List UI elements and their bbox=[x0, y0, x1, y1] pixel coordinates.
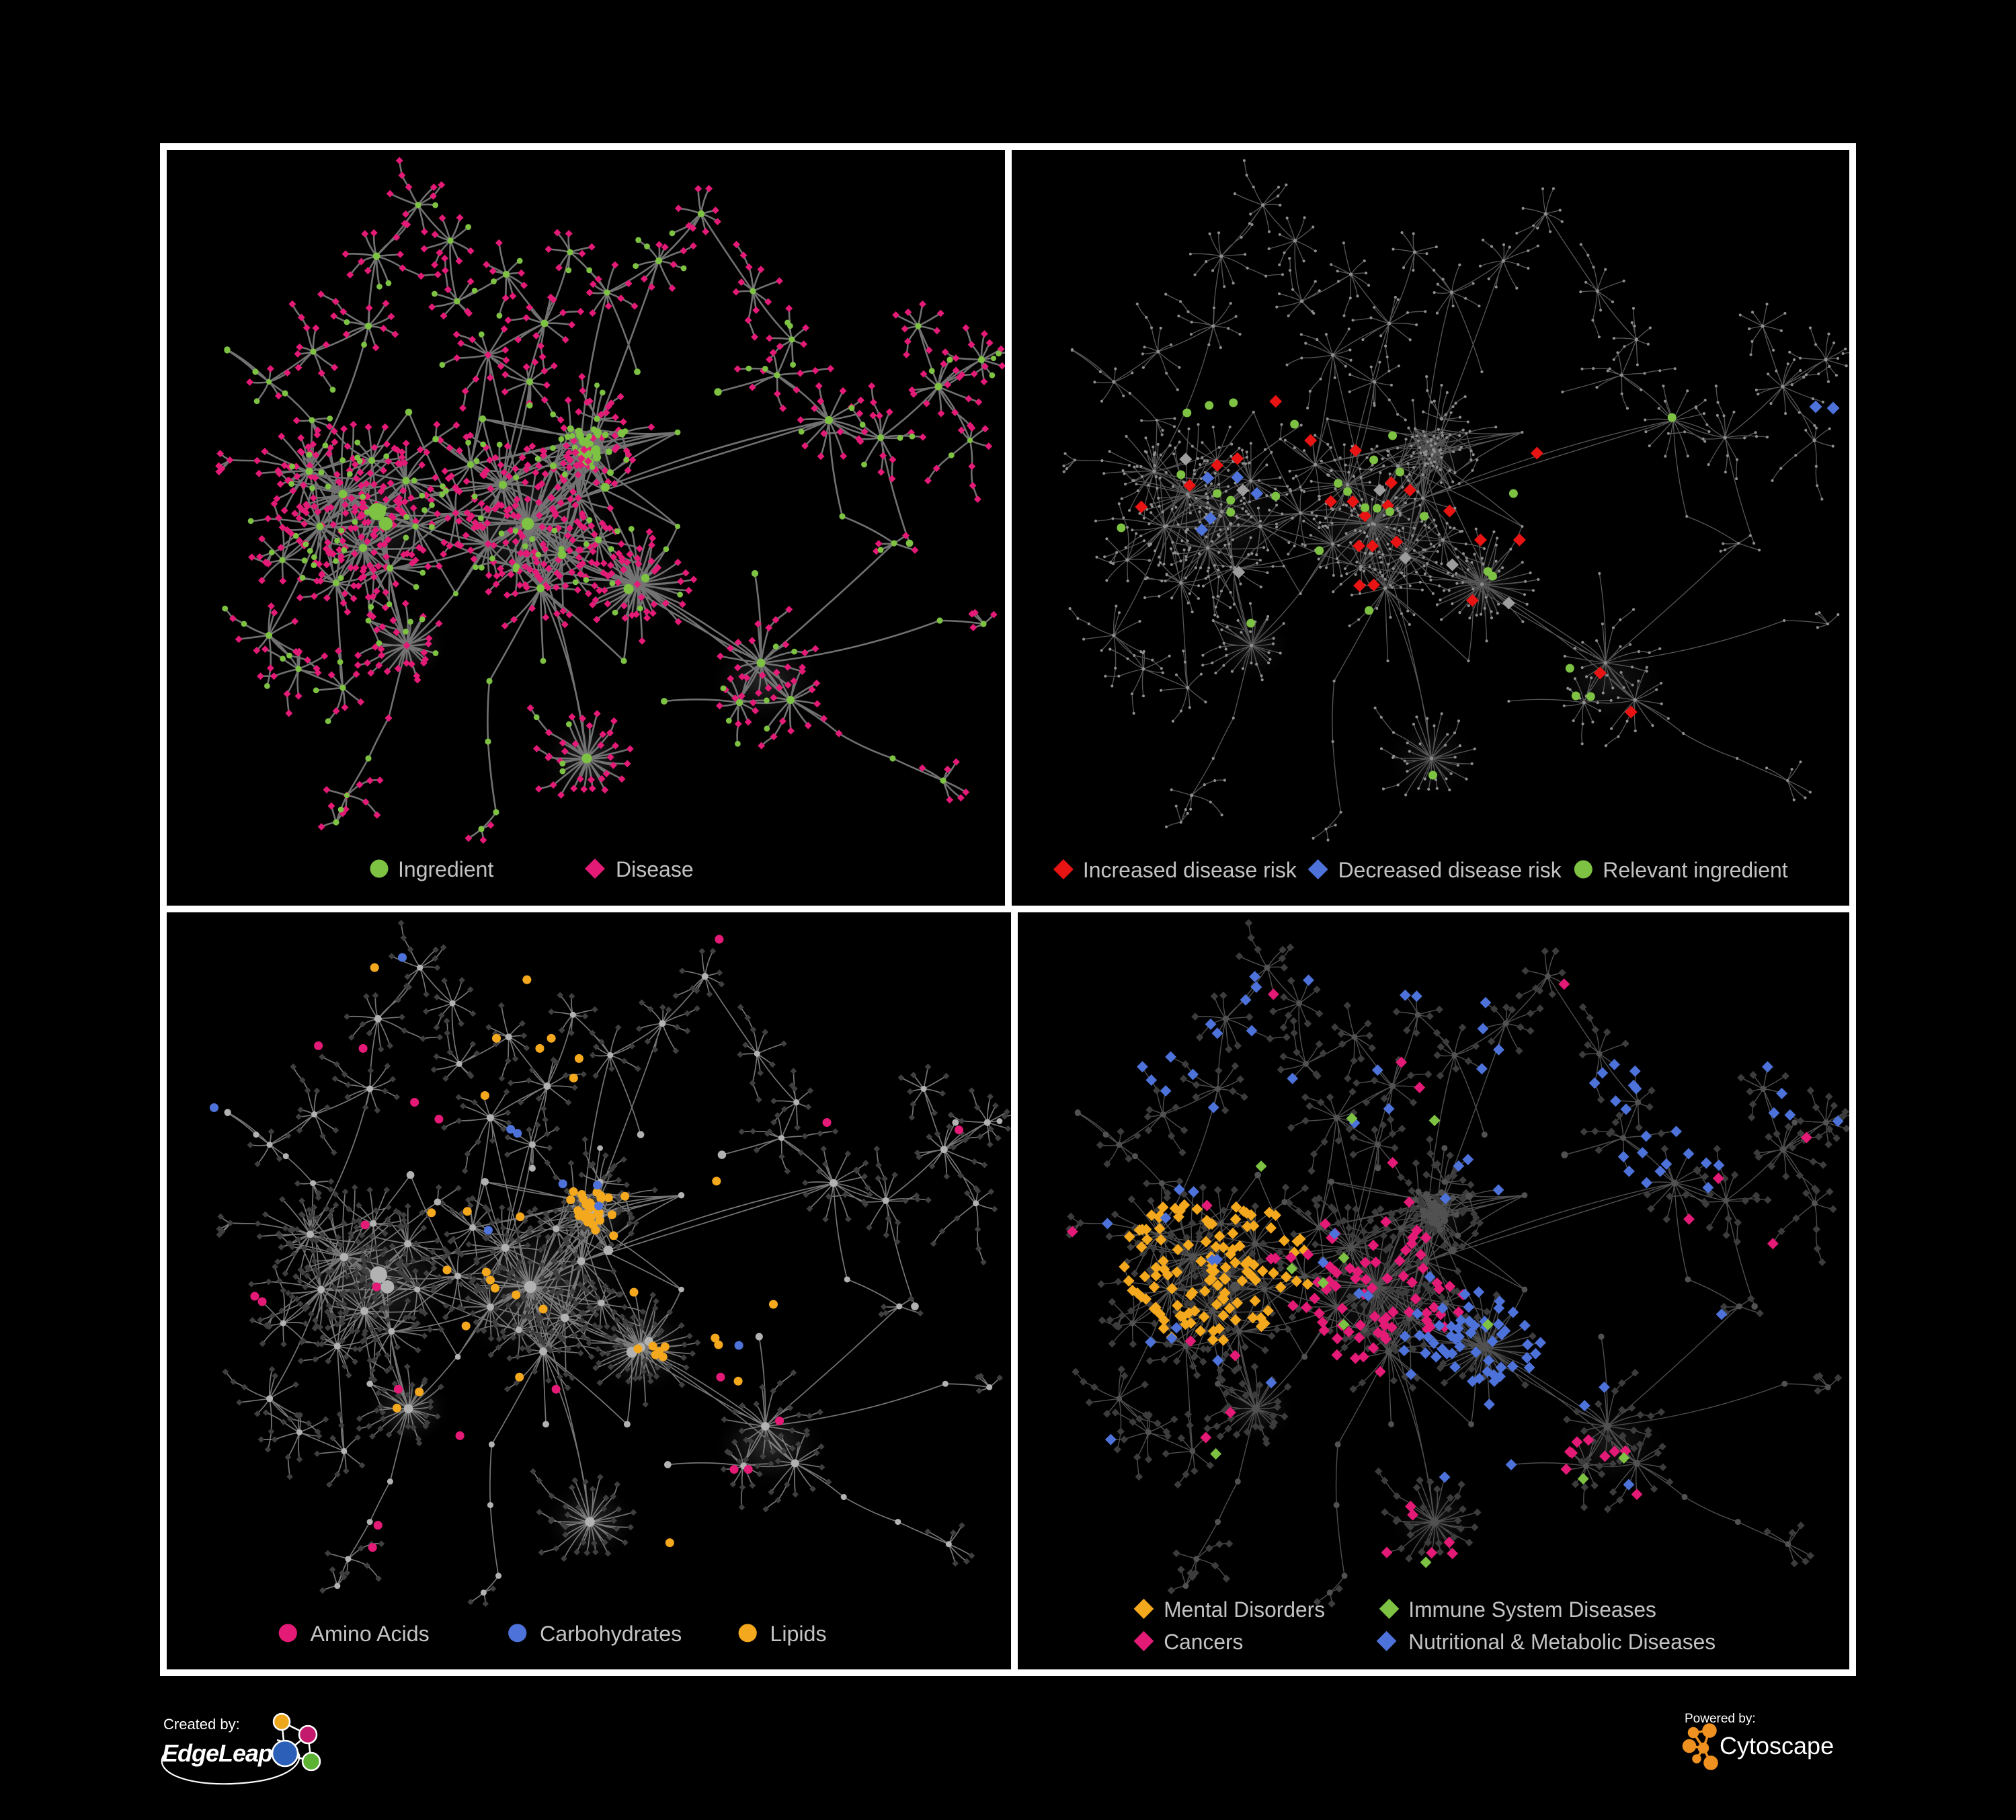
svg-text:Created by:: Created by: bbox=[163, 1716, 240, 1733]
svg-text:Nutritional & Metabolic Diseas: Nutritional & Metabolic Diseases bbox=[1408, 1630, 1716, 1654]
svg-text:Amino Acids: Amino Acids bbox=[311, 1622, 430, 1646]
svg-text:Immune System Diseases: Immune System Diseases bbox=[1408, 1597, 1656, 1622]
svg-text:Cancers: Cancers bbox=[1164, 1630, 1243, 1654]
svg-text:Relevant ingredient: Relevant ingredient bbox=[1603, 858, 1787, 882]
svg-text:Cytoscape: Cytoscape bbox=[1720, 1732, 1834, 1759]
svg-text:Increased disease risk: Increased disease risk bbox=[1083, 858, 1297, 882]
svg-text:Ingredient: Ingredient bbox=[398, 857, 493, 881]
svg-text:Carbohydrates: Carbohydrates bbox=[540, 1622, 682, 1646]
svg-text:EdgeLeap: EdgeLeap bbox=[162, 1739, 272, 1767]
svg-text:Disease: Disease bbox=[616, 857, 694, 881]
svg-text:Decreased disease risk: Decreased disease risk bbox=[1338, 858, 1562, 882]
svg-text:Powered by:: Powered by: bbox=[1685, 1712, 1756, 1726]
svg-text:Lipids: Lipids bbox=[770, 1622, 826, 1646]
svg-text:Mental Disorders: Mental Disorders bbox=[1164, 1597, 1325, 1622]
